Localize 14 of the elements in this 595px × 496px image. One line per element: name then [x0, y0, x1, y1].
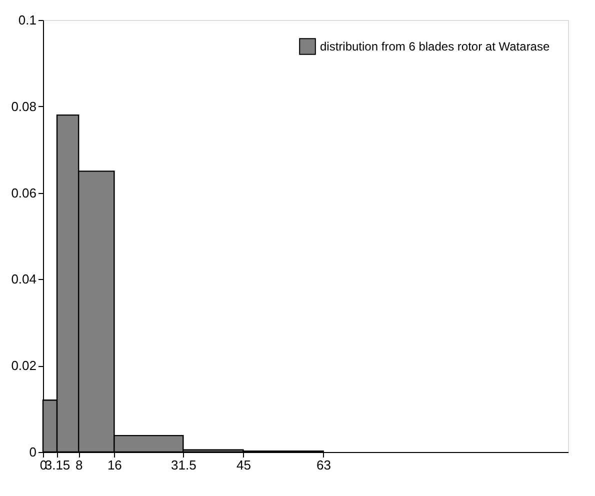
x-tick-label: 16 [107, 458, 122, 472]
y-tick-label: 0.1 [18, 12, 36, 28]
x-tick-label: 8 [75, 458, 83, 472]
y-tick-label: 0 [29, 444, 36, 460]
x-tick-label: 31.5 [170, 458, 196, 472]
x-tick-label: 45 [236, 458, 251, 472]
y-tick-label: 0.06 [11, 185, 36, 200]
x-tick-label: 3.15 [44, 458, 70, 472]
y-tick-label: 0.08 [11, 98, 36, 114]
y-tick-label: 0.04 [11, 272, 36, 287]
x-tick-label: 0 [40, 458, 48, 472]
y-tick-label: 0.02 [11, 358, 36, 374]
legend-label: distribution from 6 blades rotor at Watarase [320, 40, 550, 54]
x-tick-label: 63 [316, 458, 332, 472]
